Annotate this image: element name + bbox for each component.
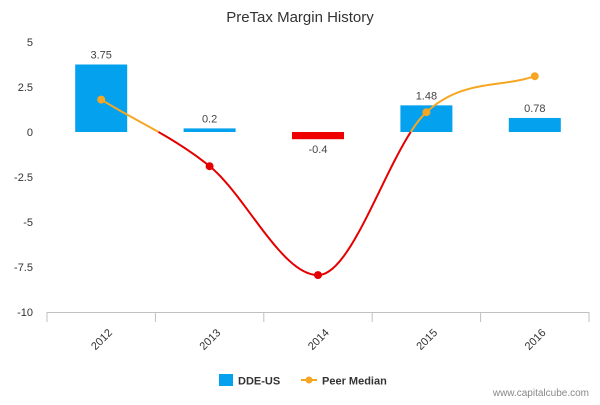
x-tick-label: 2013 [198,327,224,353]
bar-series [75,64,561,140]
bar-value-label: 0.78 [524,103,545,115]
peer-median-line-segment [409,75,536,133]
peer-median-point[interactable] [97,95,106,104]
data-labels: 3.75 0.2 -0.4 1.48 0.78 [90,50,545,157]
legend-label-bar: DDE-US [238,376,280,388]
bar-value-label: 1.48 [416,90,437,102]
bar-value-label: -0.4 [309,144,328,156]
legend-swatch-bar [219,374,233,386]
legend-marker-line [305,376,313,384]
x-tick-label: 2015 [414,327,440,353]
peer-median-point[interactable] [422,108,431,117]
peer-median-point[interactable] [314,271,322,280]
x-tick-label: 2012 [89,327,115,353]
y-tick-label: 5 [27,37,33,49]
peer-median-point[interactable] [205,162,214,171]
line-series [97,72,539,280]
y-tick-label: -2.5 [14,172,33,184]
legend-label-line: Peer Median [322,376,387,388]
bar[interactable] [508,117,561,132]
y-tick-label: -10 [17,307,33,319]
legend[interactable]: DDE-US Peer Median [219,374,387,388]
watermark-text: www.capitalcube.com [492,388,589,399]
y-tick-label: 0 [27,127,33,139]
bar-value-label: 3.75 [90,50,111,62]
x-tick-label: 2016 [523,327,549,353]
peer-median-point[interactable] [530,72,539,81]
y-tick-label: -7.5 [14,262,33,274]
bar-value-label: 0.2 [202,113,217,125]
peer-median-line-segment [157,131,412,277]
peer-median-line-segment [100,98,159,133]
bar[interactable] [292,132,344,140]
y-tick-label: 2.5 [18,82,33,94]
bar[interactable] [183,128,236,132]
x-tick-label: 2014 [306,327,332,353]
y-tick-label: -5 [23,217,33,229]
chart-title: PreTax Margin History [226,9,374,26]
